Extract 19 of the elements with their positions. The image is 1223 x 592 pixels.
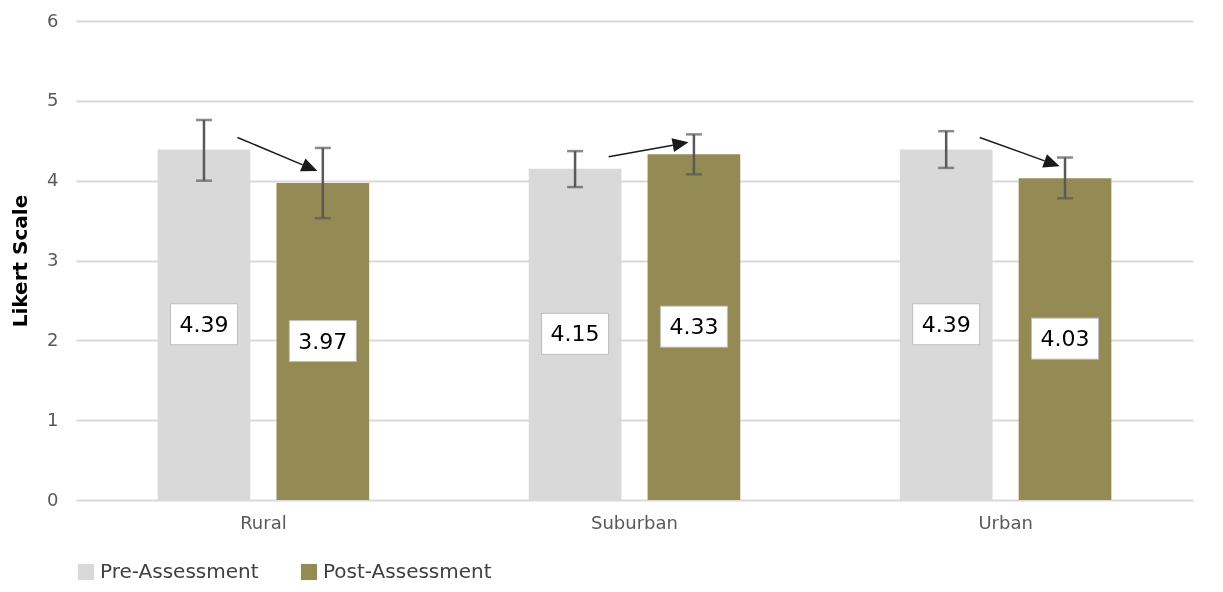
- data-label: 4.39: [921, 311, 971, 337]
- data-label: 4.15: [550, 321, 600, 347]
- data-label: 4.03: [1040, 326, 1090, 352]
- data-label: 3.97: [298, 328, 348, 354]
- data-label: 4.33: [669, 314, 719, 340]
- x-tick-label: Urban: [978, 511, 1033, 533]
- y-tick-label: 5: [47, 89, 59, 111]
- legend-label: Pre-Assessment: [100, 559, 259, 583]
- y-tick-label: 1: [47, 408, 59, 430]
- legend-label: Post-Assessment: [323, 559, 492, 583]
- x-tick-label: Rural: [240, 511, 287, 533]
- y-tick-label: 6: [47, 9, 59, 31]
- y-tick-label: 3: [47, 249, 59, 270]
- y-tick-label: 2: [47, 328, 59, 350]
- y-tick-label: 4: [47, 169, 59, 191]
- data-label: 4.39: [179, 311, 229, 337]
- y-axis-title: Likert Scale: [8, 194, 33, 328]
- x-tick-label: Suburban: [591, 511, 678, 533]
- y-tick-label: 0: [47, 488, 59, 510]
